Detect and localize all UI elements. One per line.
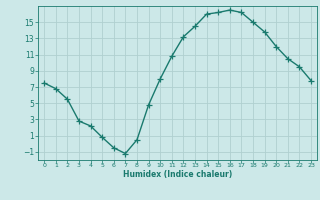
X-axis label: Humidex (Indice chaleur): Humidex (Indice chaleur) bbox=[123, 170, 232, 179]
